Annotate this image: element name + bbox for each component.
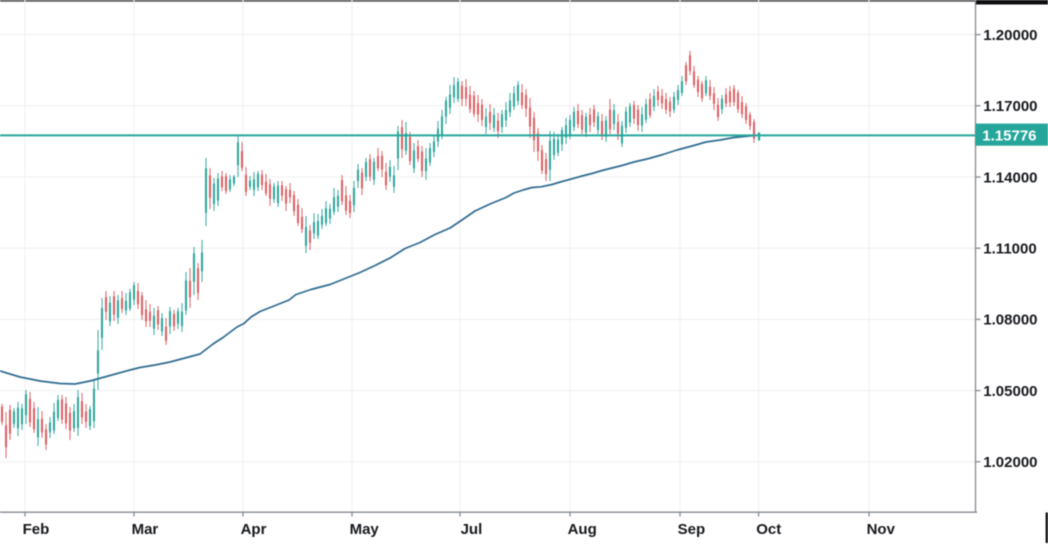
svg-text:Mar: Mar bbox=[132, 521, 159, 538]
svg-text:1.14000: 1.14000 bbox=[983, 169, 1037, 186]
svg-text:Sep: Sep bbox=[678, 521, 706, 538]
svg-text:1.11000: 1.11000 bbox=[983, 241, 1036, 258]
svg-text:Feb: Feb bbox=[23, 521, 50, 538]
svg-text:1.02000: 1.02000 bbox=[983, 454, 1037, 471]
svg-text:Nov: Nov bbox=[867, 521, 896, 538]
svg-text:1.08000: 1.08000 bbox=[983, 312, 1037, 329]
svg-text:Oct: Oct bbox=[756, 521, 781, 538]
svg-text:May: May bbox=[350, 521, 380, 538]
svg-text:Apr: Apr bbox=[241, 521, 267, 538]
svg-text:1.17000: 1.17000 bbox=[983, 98, 1037, 115]
svg-text:Aug: Aug bbox=[568, 521, 597, 538]
svg-text:Jul: Jul bbox=[461, 521, 483, 538]
svg-text:1.15776: 1.15776 bbox=[982, 128, 1036, 145]
svg-text:1.05000: 1.05000 bbox=[983, 383, 1037, 400]
svg-text:1.20000: 1.20000 bbox=[983, 27, 1037, 44]
